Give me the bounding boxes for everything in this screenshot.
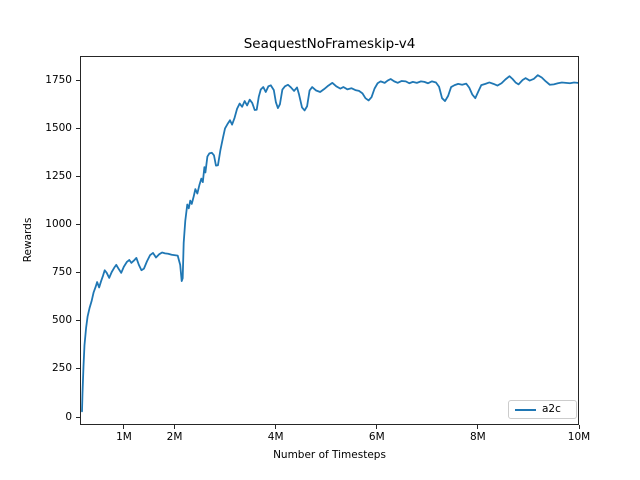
x-tick-label: 2M	[166, 431, 183, 443]
x-tick-label: 8M	[470, 431, 486, 443]
x-tick-label: 6M	[368, 431, 385, 443]
legend-label: a2c	[542, 403, 561, 415]
x-axis-label: Number of Timesteps	[273, 449, 386, 461]
x-tick-mark	[477, 425, 479, 429]
legend: a2c	[508, 400, 577, 419]
series-line-a2c	[81, 74, 578, 413]
x-tick-mark	[123, 425, 125, 429]
y-tick-mark	[76, 79, 80, 81]
y-tick-mark	[76, 368, 80, 370]
x-tick-label: 1M	[116, 431, 132, 443]
y-tick-mark	[76, 416, 80, 418]
y-tick-mark	[76, 127, 80, 129]
x-tick-mark	[578, 425, 580, 429]
y-tick-label: 1500	[45, 121, 72, 134]
y-tick-label: 1250	[45, 169, 72, 182]
y-tick-label: 1750	[45, 73, 72, 86]
y-tick-mark	[76, 175, 80, 177]
line-chart-svg	[81, 74, 578, 413]
y-tick-label: 500	[51, 314, 72, 327]
x-tick-label: 4M	[267, 431, 284, 443]
y-tick-label: 1000	[45, 218, 72, 230]
x-tick-label: 10M	[567, 431, 591, 443]
x-tick-mark	[376, 425, 378, 429]
y-tick-mark	[76, 272, 80, 274]
legend-line-sample	[515, 408, 536, 411]
y-tick-mark	[76, 320, 80, 322]
y-tick-label: 750	[51, 266, 72, 279]
x-tick-mark	[174, 425, 176, 429]
plot-area	[80, 56, 579, 425]
chart-title: SeaquestNoFrameskip-v4	[243, 36, 416, 52]
x-tick-mark	[275, 425, 277, 429]
y-tick-label: 250	[51, 362, 72, 375]
y-tick-mark	[76, 224, 80, 225]
y-tick-label: 0	[65, 410, 72, 423]
